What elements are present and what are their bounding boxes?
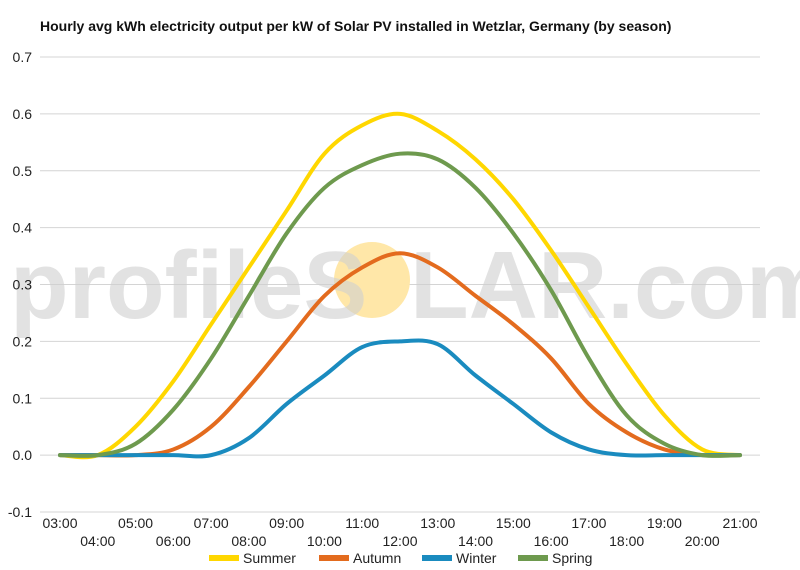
- y-tick-label: 0.1: [13, 390, 33, 406]
- x-tick-label: 11:00: [345, 515, 379, 531]
- x-tick-label: 10:00: [307, 533, 342, 549]
- x-tick-label: 19:00: [647, 515, 682, 531]
- legend-label-autumn: Autumn: [353, 550, 401, 566]
- legend: Summer Autumn Winter Spring: [209, 550, 592, 566]
- y-axis: -0.1 0.0 0.1 0.2 0.3 0.4 0.5 0.6 0.7: [8, 49, 32, 520]
- x-tick-label: 03:00: [42, 515, 77, 531]
- x-tick-label: 07:00: [194, 515, 229, 531]
- x-tick-label: 18:00: [609, 533, 644, 549]
- y-tick-label: -0.1: [8, 504, 32, 520]
- x-tick-label: 16:00: [534, 533, 569, 549]
- legend-swatch-summer: [209, 555, 239, 561]
- watermark: profileS LAR.com: [10, 232, 800, 339]
- x-tick-label: 08:00: [231, 533, 266, 549]
- watermark-text-left: profileS: [10, 232, 367, 339]
- watermark-text-right: LAR.com: [410, 232, 800, 339]
- x-tick-label: 14:00: [458, 533, 493, 549]
- legend-swatch-spring: [518, 555, 548, 561]
- series-line-summer: [58, 111, 742, 460]
- legend-label-spring: Spring: [552, 550, 592, 566]
- x-tick-label: 17:00: [571, 515, 606, 531]
- x-tick-label: 13:00: [420, 515, 455, 531]
- watermark-sun-icon: [334, 242, 410, 318]
- x-tick-label: 15:00: [496, 515, 531, 531]
- x-tick-label: 12:00: [382, 533, 417, 549]
- legend-swatch-winter: [422, 555, 452, 561]
- chart-title: Hourly avg kWh electricity output per kW…: [40, 18, 672, 34]
- series-line-spring: [58, 151, 742, 458]
- x-tick-label: 05:00: [118, 515, 153, 531]
- y-tick-label: 0.6: [13, 106, 33, 122]
- y-tick-label: 0.4: [13, 220, 33, 236]
- series-line-autumn: [58, 251, 742, 458]
- x-tick-label: 06:00: [156, 533, 191, 549]
- legend-swatch-autumn: [319, 555, 349, 561]
- x-tick-label: 04:00: [80, 533, 115, 549]
- y-tick-label: 0.7: [13, 49, 33, 65]
- legend-label-winter: Winter: [456, 550, 497, 566]
- x-tick-label: 21:00: [722, 515, 757, 531]
- y-tick-label: 0.0: [13, 447, 33, 463]
- x-tick-label: 09:00: [269, 515, 304, 531]
- series-line-winter: [58, 338, 742, 459]
- x-axis: 03:0004:0005:0006:0007:0008:0009:0010:00…: [42, 515, 757, 549]
- legend-label-summer: Summer: [243, 550, 296, 566]
- y-tick-label: 0.3: [13, 277, 33, 293]
- y-tick-label: 0.2: [13, 333, 33, 349]
- series-lines: [58, 111, 742, 460]
- x-tick-label: 20:00: [685, 533, 720, 549]
- y-tick-label: 0.5: [13, 163, 33, 179]
